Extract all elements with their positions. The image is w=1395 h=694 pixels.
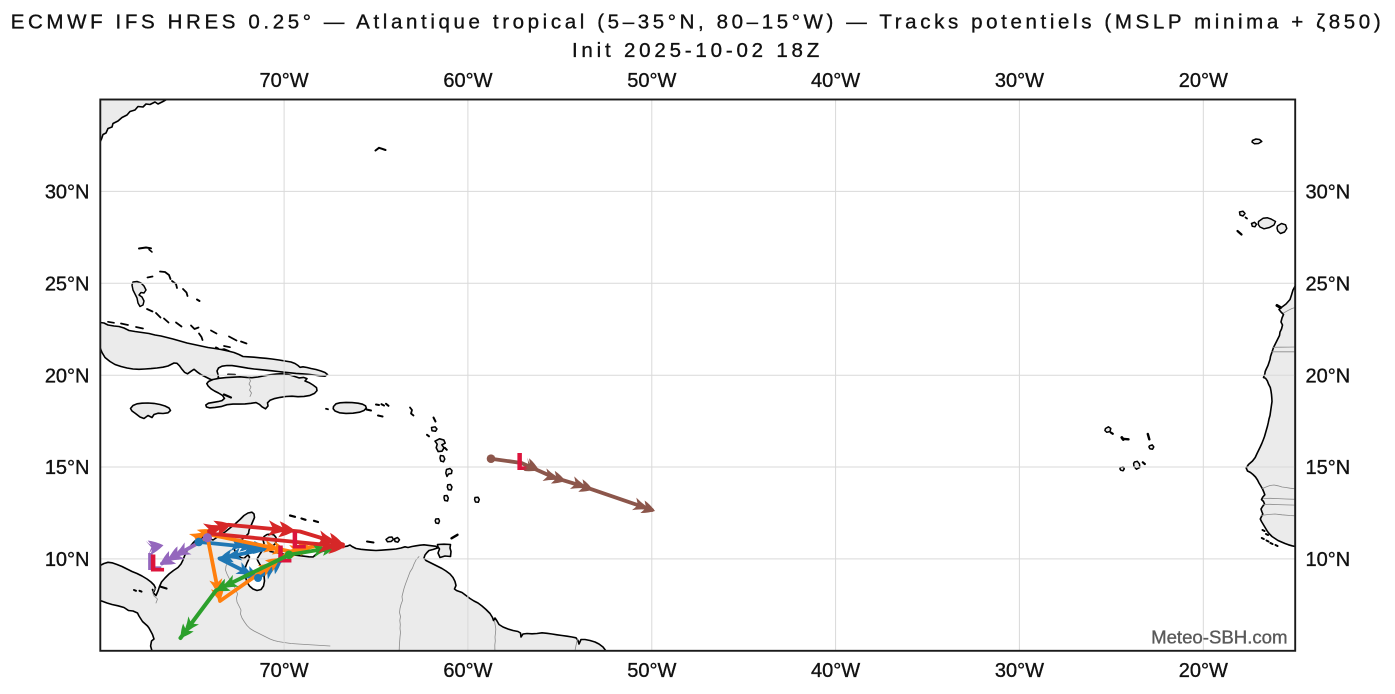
svg-text:70°W: 70°W xyxy=(260,70,309,92)
svg-text:20°N: 20°N xyxy=(45,365,90,387)
svg-text:60°W: 60°W xyxy=(443,660,492,682)
svg-text:60°W: 60°W xyxy=(443,70,492,92)
svg-text:15°N: 15°N xyxy=(45,457,90,479)
svg-text:20°N: 20°N xyxy=(1306,365,1351,387)
svg-text:25°N: 25°N xyxy=(45,274,90,296)
svg-text:30°W: 30°W xyxy=(995,660,1044,682)
svg-text:10°N: 10°N xyxy=(1306,549,1351,571)
svg-text:L: L xyxy=(292,527,306,553)
svg-text:50°W: 50°W xyxy=(627,70,676,92)
svg-text:40°W: 40°W xyxy=(811,660,860,682)
svg-text:25°N: 25°N xyxy=(1306,274,1351,296)
svg-text:30°W: 30°W xyxy=(995,70,1044,92)
svg-text:L: L xyxy=(150,550,164,576)
svg-text:50°W: 50°W xyxy=(627,660,676,682)
svg-text:40°W: 40°W xyxy=(811,70,860,92)
svg-text:30°N: 30°N xyxy=(1306,182,1351,204)
svg-text:20°W: 20°W xyxy=(1179,70,1228,92)
svg-text:15°N: 15°N xyxy=(1306,457,1351,479)
svg-text:30°N: 30°N xyxy=(45,182,90,204)
svg-text:ECMWF IFS HRES 0.25° — Atlanti: ECMWF IFS HRES 0.25° — Atlantique tropic… xyxy=(11,11,1385,34)
svg-text:L: L xyxy=(147,549,161,575)
svg-text:Init 2025-10-02 18Z: Init 2025-10-02 18Z xyxy=(572,39,823,62)
svg-text:70°W: 70°W xyxy=(260,660,309,682)
svg-text:10°N: 10°N xyxy=(45,549,90,571)
svg-text:Meteo-SBH.com: Meteo-SBH.com xyxy=(1151,627,1287,648)
svg-text:20°W: 20°W xyxy=(1179,660,1228,682)
